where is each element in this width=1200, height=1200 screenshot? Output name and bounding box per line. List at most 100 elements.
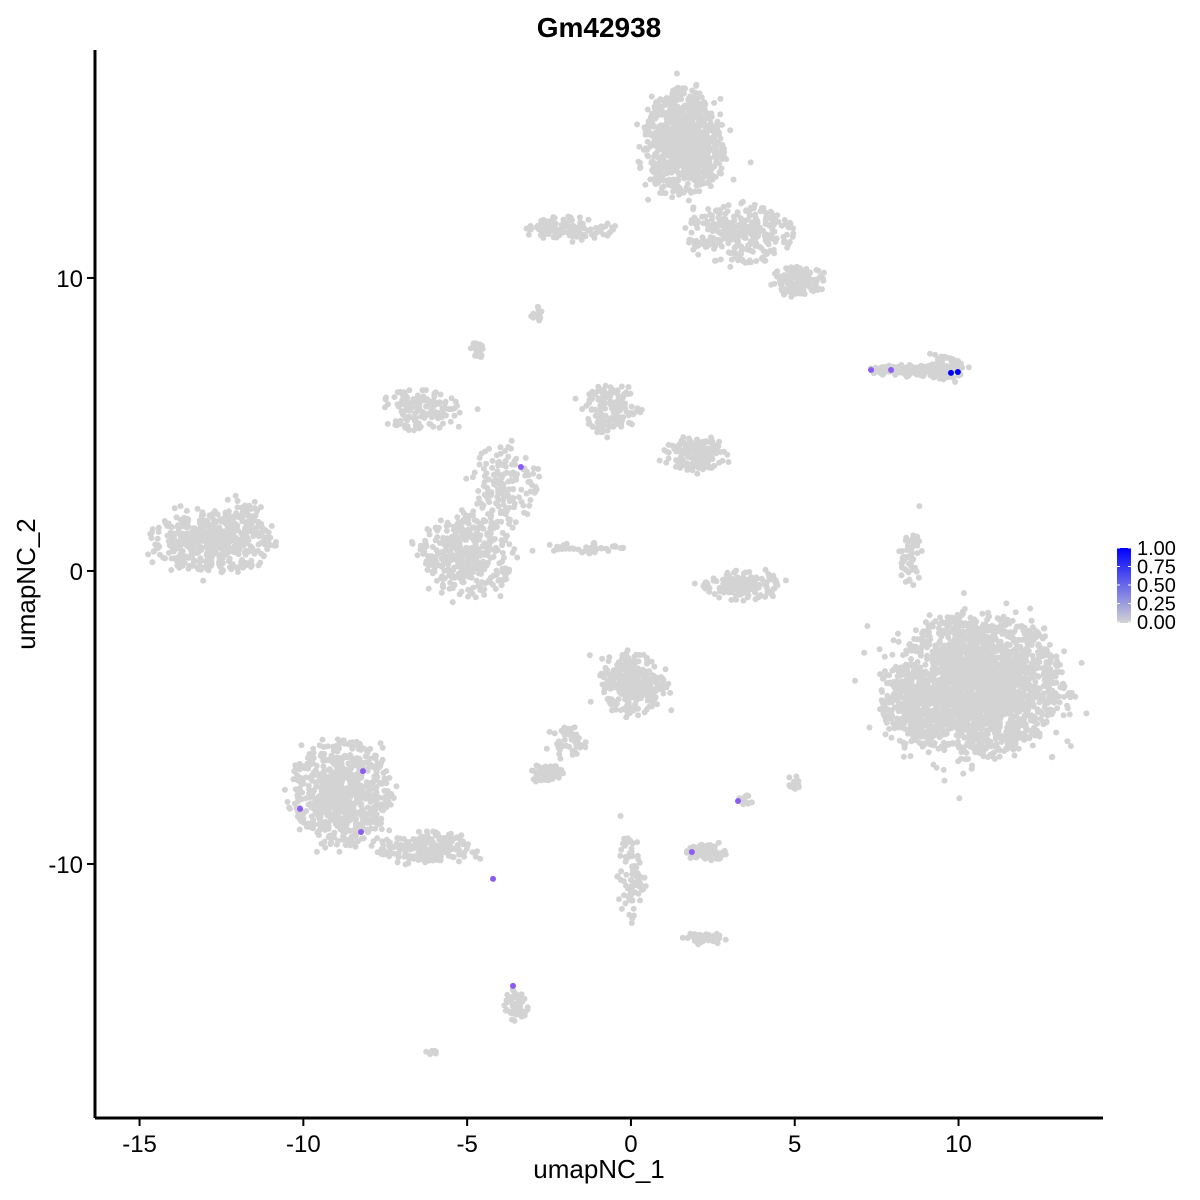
cell-point [394, 389, 401, 396]
cell-point [437, 517, 444, 524]
cell-point [957, 710, 964, 717]
cell-point [688, 125, 695, 131]
cell-point [979, 639, 986, 646]
cell-point [999, 683, 1006, 690]
cell-point [700, 133, 707, 140]
cell-point [171, 534, 177, 541]
cell-point [1039, 635, 1046, 642]
chart-title: Gm42938 [537, 12, 662, 43]
cell-point [1047, 656, 1054, 663]
cell-point [662, 170, 669, 177]
cell-point [960, 590, 967, 597]
cell-point [1046, 688, 1053, 695]
cell-point [942, 713, 949, 719]
cell-point [952, 635, 959, 641]
cell-point [1041, 648, 1048, 655]
cell-point [412, 422, 419, 429]
cell-point [895, 638, 902, 645]
cell-point [694, 218, 701, 225]
cell-point [1012, 655, 1019, 662]
cell-point [1022, 724, 1029, 731]
cell-point [914, 636, 921, 643]
cell-point [949, 679, 956, 686]
cell-point [879, 699, 886, 706]
cell-point [232, 537, 239, 544]
cell-point [243, 562, 249, 569]
cell-point [992, 730, 999, 737]
cell-point [1050, 673, 1057, 680]
cell-point [1016, 716, 1023, 723]
cell-point [992, 702, 999, 709]
cell-point [989, 637, 996, 644]
cell-point [467, 549, 473, 556]
cell-point [969, 621, 976, 628]
cell-point [861, 649, 868, 656]
cell-point [1001, 748, 1008, 754]
cell-point [498, 537, 505, 544]
cell-point [695, 116, 702, 123]
cell-point [739, 245, 746, 252]
cell-point [693, 81, 700, 88]
cell-point [690, 206, 696, 213]
cell-point [1008, 664, 1015, 671]
cell-point [177, 517, 184, 523]
cell-point [251, 505, 258, 512]
cell-point [924, 655, 931, 662]
cell-point [1007, 651, 1013, 658]
cell-point [696, 151, 703, 158]
cell-point [239, 504, 246, 511]
cell-point [197, 555, 204, 562]
cell-point [944, 693, 951, 700]
cell-point [449, 572, 456, 579]
cell-point [225, 538, 232, 545]
cell-point [438, 589, 445, 596]
cell-point [907, 753, 914, 760]
cell-point [661, 128, 668, 135]
cell-point [1040, 719, 1047, 725]
cell-point [1036, 659, 1043, 666]
cell-point [454, 402, 460, 409]
cell-point [980, 675, 987, 682]
cell-point [962, 659, 969, 666]
cell-point [716, 149, 722, 156]
cell-point [954, 738, 961, 745]
cell-point [1030, 656, 1037, 663]
cell-point [251, 550, 258, 557]
cell-point [560, 222, 567, 229]
cell-point [466, 512, 473, 519]
cell-point [1027, 605, 1034, 612]
cell-point [401, 407, 408, 414]
cell-point [742, 217, 749, 224]
cell-point [877, 706, 883, 713]
cell-point [935, 745, 942, 752]
cell-point [659, 153, 666, 159]
cell-point [448, 533, 455, 540]
cell-point [907, 709, 914, 716]
cell-point [162, 555, 168, 562]
cell-point [1006, 702, 1013, 709]
cell-point [676, 184, 683, 191]
cell-point [866, 724, 873, 731]
cell-point [239, 556, 245, 563]
cell-point [501, 554, 507, 561]
cell-point [737, 251, 744, 258]
cell-point [409, 540, 416, 547]
cell-point [992, 682, 999, 689]
cell-point [890, 637, 897, 644]
cell-point [454, 514, 461, 521]
cell-point [1002, 690, 1009, 697]
cell-point [795, 279, 802, 286]
cell-point [216, 524, 223, 531]
cell-point [1009, 617, 1016, 624]
cell-point [1001, 662, 1008, 669]
cell-point [926, 641, 933, 648]
cell-point [913, 693, 920, 700]
cell-point [939, 669, 945, 676]
cell-point [950, 615, 957, 622]
cell-point [217, 563, 223, 570]
cell-point [975, 662, 981, 669]
cell-point [168, 567, 175, 573]
cell-point [722, 234, 729, 240]
cell-point [670, 127, 677, 134]
cell-point [649, 117, 656, 124]
